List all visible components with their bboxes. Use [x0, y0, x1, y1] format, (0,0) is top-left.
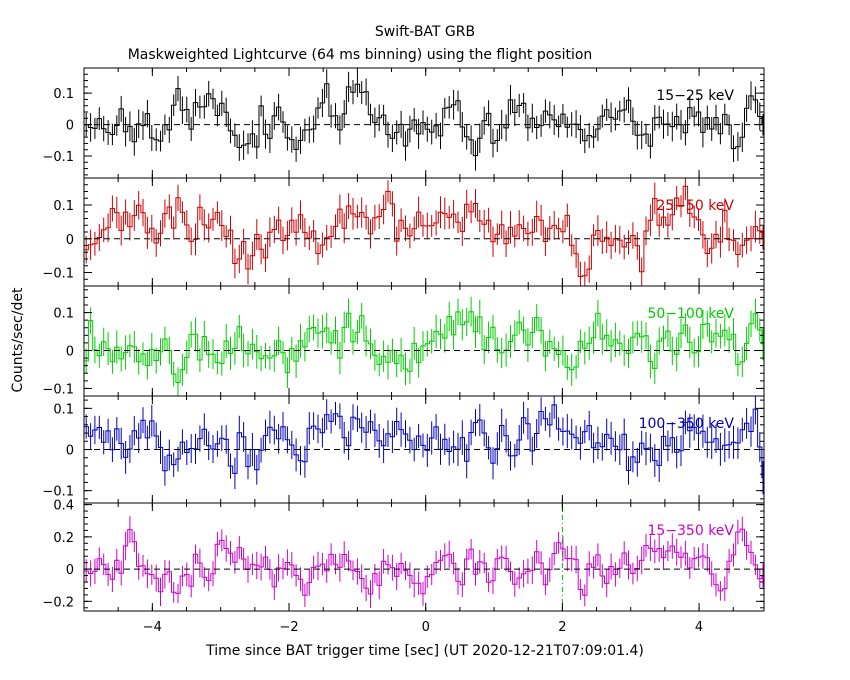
band-label: 25−50 keV — [656, 198, 734, 214]
y-tick-label: 0.1 — [53, 199, 74, 214]
y-tick-label: −0.1 — [42, 382, 74, 397]
y-tick-label: 0.1 — [53, 402, 74, 417]
y-tick-label: −0.1 — [42, 150, 74, 165]
panel-stack: −0.1 0 0.1 15−25 keV −0.1 0 0.1 25−50 keV −0.1 0 0… — [42, 67, 765, 635]
y-tick-label: 0.1 — [53, 87, 74, 102]
x-tick-label: 2 — [558, 620, 566, 635]
series-2 — [84, 178, 764, 286]
step-line — [84, 404, 764, 479]
y-tick-label: −0.2 — [42, 595, 74, 610]
y-axis-label: Counts/sec/det — [10, 287, 26, 392]
y-tick-label: 0.4 — [53, 499, 74, 514]
y-tick-label: 0 — [66, 444, 74, 459]
panel-2: −0.1 0 0.1 25−50 keV — [42, 177, 765, 287]
x-tick-label: 0 — [422, 620, 430, 635]
y-tick-label: −0.1 — [42, 267, 74, 282]
panel-1: −0.1 0 0.1 15−25 keV — [42, 67, 765, 179]
band-label: 50−100 keV — [647, 306, 734, 322]
step-line — [84, 528, 764, 596]
step-line — [84, 185, 764, 277]
y-tick-label: 0.1 — [53, 307, 74, 322]
y-tick-label: 0 — [66, 344, 74, 359]
band-label: 15−350 keV — [647, 523, 734, 539]
chart-subtitle: Maskweighted Lightcurve (64 ms binning) … — [128, 47, 593, 63]
step-line — [84, 311, 764, 383]
panel-4: −0.1 0 0.1 100−350 keV — [42, 395, 765, 504]
y-tick-label: 0 — [66, 563, 74, 578]
x-tick-label: −4 — [143, 620, 162, 635]
y-tick-label: −0.1 — [42, 485, 74, 500]
chart-title: Swift-BAT GRB — [375, 24, 475, 40]
band-label: 100−350 keV — [639, 416, 735, 432]
step-line — [84, 83, 764, 157]
series-4 — [84, 396, 764, 495]
panel-5: −0.2 0 0.2 0.4 15−350 keV — [42, 499, 765, 612]
y-tick-label: 0 — [66, 119, 74, 134]
series-1 — [84, 69, 764, 171]
series-3 — [84, 296, 764, 396]
x-tick-label: −2 — [279, 620, 298, 635]
band-label: 15−25 keV — [656, 88, 734, 104]
x-axis-label: Time since BAT trigger time [sec] (UT 20… — [205, 643, 644, 659]
series-5 — [84, 516, 764, 608]
y-tick-label: 0.2 — [53, 531, 74, 546]
panel-frame — [83, 285, 765, 397]
y-tick-label: 0 — [66, 233, 74, 248]
panel-3: −0.1 0 0.1 50−100 keV — [42, 285, 765, 397]
x-tick-label: 4 — [695, 620, 703, 635]
panel-frame — [83, 502, 765, 612]
panel-frame — [83, 177, 765, 287]
